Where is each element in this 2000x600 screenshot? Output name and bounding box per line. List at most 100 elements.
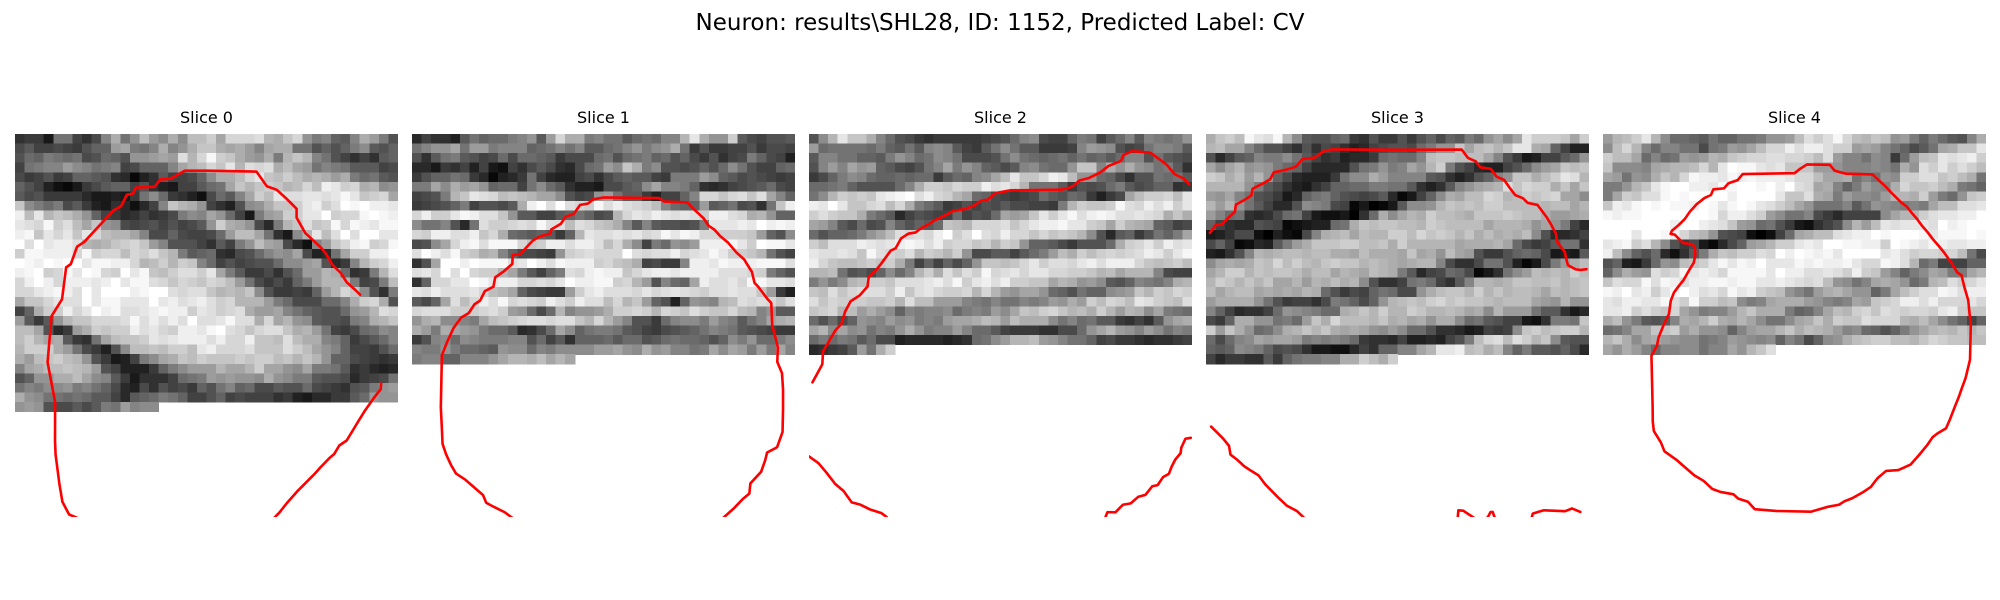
image-pixel xyxy=(1909,335,1919,345)
image-pixel xyxy=(274,172,284,182)
image-pixel xyxy=(1144,306,1154,316)
image-pixel xyxy=(924,326,934,336)
image-pixel xyxy=(178,153,188,163)
image-pixel xyxy=(1484,211,1494,221)
image-pixel xyxy=(226,172,236,182)
image-pixel xyxy=(1689,306,1699,316)
image-pixel xyxy=(460,211,470,221)
image-pixel xyxy=(1532,182,1542,192)
image-pixel xyxy=(785,268,795,278)
image-pixel xyxy=(1144,287,1154,297)
image-pixel xyxy=(1144,239,1154,249)
image-pixel xyxy=(857,144,867,154)
image-pixel xyxy=(1484,297,1494,307)
image-pixel xyxy=(1474,172,1484,182)
image-pixel xyxy=(1766,191,1776,201)
image-pixel xyxy=(1283,230,1293,240)
image-pixel xyxy=(1398,230,1408,240)
image-pixel xyxy=(207,278,217,288)
image-pixel xyxy=(1125,230,1135,240)
image-pixel xyxy=(1680,316,1690,326)
image-pixel xyxy=(1484,306,1494,316)
image-pixel xyxy=(738,182,748,192)
image-pixel xyxy=(1445,258,1455,268)
image-pixel xyxy=(139,191,149,201)
image-pixel xyxy=(776,249,786,259)
image-pixel xyxy=(972,134,982,144)
image-pixel xyxy=(283,268,293,278)
image-pixel xyxy=(498,163,508,173)
image-pixel xyxy=(1369,220,1379,230)
image-pixel xyxy=(1890,163,1900,173)
image-pixel xyxy=(594,182,604,192)
image-pixel xyxy=(1436,153,1446,163)
image-pixel xyxy=(235,144,245,154)
image-pixel xyxy=(1235,354,1245,364)
image-pixel xyxy=(757,335,767,345)
image-pixel xyxy=(1852,258,1862,268)
image-pixel xyxy=(1135,172,1145,182)
image-pixel xyxy=(1718,191,1728,201)
image-pixel xyxy=(207,364,217,374)
image-pixel xyxy=(876,144,886,154)
image-pixel xyxy=(1292,297,1302,307)
image-pixel xyxy=(1039,258,1049,268)
image-pixel xyxy=(1727,335,1737,345)
image-pixel xyxy=(1378,239,1388,249)
image-pixel xyxy=(1311,249,1321,259)
image-pixel xyxy=(1039,201,1049,211)
image-pixel xyxy=(226,326,236,336)
image-pixel xyxy=(1283,201,1293,211)
image-pixel xyxy=(575,230,585,240)
image-pixel xyxy=(498,134,508,144)
image-pixel xyxy=(1058,163,1068,173)
image-pixel xyxy=(1058,258,1068,268)
image-pixel xyxy=(661,239,671,249)
image-pixel xyxy=(1842,191,1852,201)
image-pixel xyxy=(101,402,111,412)
image-pixel xyxy=(962,153,972,163)
image-pixel xyxy=(1890,230,1900,240)
image-pixel xyxy=(1163,287,1173,297)
image-pixel xyxy=(1445,230,1455,240)
image-pixel xyxy=(350,326,360,336)
image-pixel xyxy=(1068,278,1078,288)
image-pixel xyxy=(159,153,169,163)
image-pixel xyxy=(1125,268,1135,278)
image-pixel xyxy=(1244,287,1254,297)
image-pixel xyxy=(1020,172,1030,182)
image-pixel xyxy=(341,306,351,316)
image-pixel xyxy=(498,326,508,336)
image-pixel xyxy=(642,239,652,249)
image-pixel xyxy=(1871,316,1881,326)
image-pixel xyxy=(1273,316,1283,326)
image-pixel xyxy=(1852,201,1862,211)
image-pixel xyxy=(1622,220,1632,230)
image-pixel xyxy=(943,182,953,192)
image-pixel xyxy=(187,249,197,259)
image-pixel xyxy=(747,316,757,326)
image-pixel xyxy=(1225,144,1235,154)
image-pixel xyxy=(709,297,719,307)
image-pixel xyxy=(1020,287,1030,297)
image-pixel xyxy=(178,393,188,403)
image-pixel xyxy=(44,211,54,221)
image-pixel xyxy=(1775,211,1785,221)
image-pixel xyxy=(1948,172,1958,182)
image-pixel xyxy=(828,249,838,259)
image-pixel xyxy=(245,393,255,403)
slice-title: Slice 2 xyxy=(809,108,1192,128)
image-pixel xyxy=(72,258,82,268)
image-pixel xyxy=(120,297,130,307)
image-pixel xyxy=(747,191,757,201)
image-pixel xyxy=(168,373,178,383)
image-pixel xyxy=(680,182,690,192)
image-pixel xyxy=(661,163,671,173)
image-pixel xyxy=(623,239,633,249)
image-pixel xyxy=(1708,335,1718,345)
image-pixel xyxy=(642,182,652,192)
image-pixel xyxy=(1330,345,1340,355)
image-pixel xyxy=(92,278,102,288)
image-pixel xyxy=(1670,201,1680,211)
image-pixel xyxy=(149,230,159,240)
